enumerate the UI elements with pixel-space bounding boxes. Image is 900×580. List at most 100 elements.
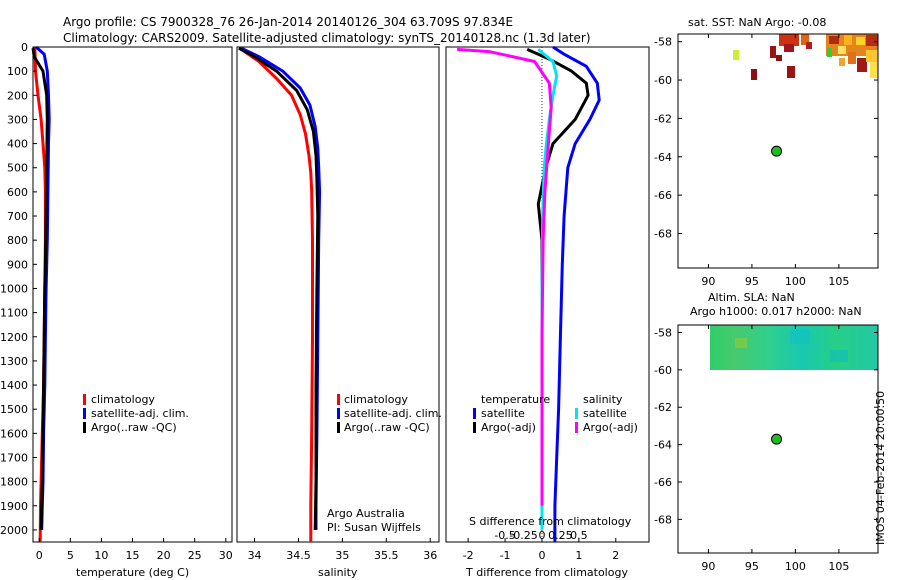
sst-cell [806, 42, 812, 49]
series-line [238, 46, 320, 530]
legend-label-climatology: climatology [91, 393, 155, 406]
sla-map-title-line2: Argo h1000: 0.017 h2000: NaN [690, 305, 862, 318]
x-tick-label: 105 [828, 560, 849, 573]
legend-swatch-argo [337, 422, 340, 433]
difference-axes-frame [445, 46, 650, 543]
sla-heatmap-patch [735, 338, 747, 348]
legend-swatch-t-satellite [473, 408, 476, 419]
sst-heatmap-cells [733, 34, 878, 80]
y-tick-label: -66 [654, 189, 672, 202]
y-tick-label: -64 [654, 439, 672, 452]
x-tick-label: 90 [701, 275, 715, 288]
series-line [456, 47, 553, 506]
sst-cell [829, 36, 839, 44]
figure-title-line2: Climatology: CARS2009. Satellite-adjuste… [63, 31, 591, 45]
x-tick-label-t: 2 [612, 549, 619, 562]
legend-swatch-climatology [83, 394, 86, 405]
x-tick-label: 36 [423, 549, 437, 562]
sst-cell [751, 69, 757, 80]
legend-swatch-argo [83, 422, 86, 433]
y-tick-label: 1800 [0, 476, 28, 489]
argo-position-marker [771, 145, 783, 157]
y-tick-label: -66 [654, 476, 672, 489]
y-tick-label: -68 [654, 513, 672, 526]
y-tick-label: 1900 [0, 500, 28, 513]
y-tick-label: -62 [654, 112, 672, 125]
sla-map-frame [677, 324, 879, 554]
legend-swatch-satellite [83, 408, 86, 419]
y-tick-label: 1600 [0, 427, 28, 440]
difference-panel: -2 -1 0 1 2 -0.5-0.25 0 0.250.5 S difference fr… [445, 45, 650, 579]
argo-position-marker [771, 433, 783, 445]
sst-cell [866, 35, 878, 46]
x-tick-label: 105 [828, 275, 849, 288]
sst-map-title: sat. SST: NaN Argo: -0.08 [688, 16, 826, 29]
y-tick-label: 1500 [0, 403, 28, 416]
x-tick-label: 100 [785, 275, 806, 288]
salinity-xlabel: salinity [318, 566, 358, 579]
legend-header-salinity: salinity [583, 393, 623, 406]
y-tick-label: 500 [7, 162, 28, 175]
legend-swatch-satellite [337, 408, 340, 419]
figure-title-line1: Argo profile: CS 7900328_76 26-Jan-2014 … [63, 15, 513, 29]
legend-swatch-s-satellite [575, 408, 578, 419]
salinity-legend: climatology satellite-adj. clim. Argo(..… [337, 393, 442, 434]
y-tick-label: 0 [21, 41, 28, 54]
x-tick-label-s: -0.25 [509, 529, 537, 542]
sst-cell [866, 50, 878, 62]
x-tick-label-t: 1 [575, 549, 582, 562]
sst-cell [838, 46, 846, 54]
x-tick-label: 100 [785, 560, 806, 573]
y-tick-label: 800 [7, 234, 28, 247]
y-tick-label: 2000 [0, 524, 28, 537]
sst-cell [770, 46, 776, 58]
y-tick-label: -58 [654, 326, 672, 339]
salinity-panel: 34 34.5 35 35.5 36 salinity climatology sate… [236, 46, 442, 579]
sst-cell [839, 58, 845, 66]
series-line [240, 46, 322, 530]
x-tick-label: 30 [219, 549, 233, 562]
y-tick-label: 600 [7, 186, 28, 199]
t-difference-label: T difference from climatology [465, 566, 628, 579]
sst-map-frame [677, 33, 879, 269]
x-tick-label: 25 [188, 549, 202, 562]
legend-label-t-satellite: satellite [481, 407, 525, 420]
x-tick-label-t: -2 [463, 549, 474, 562]
y-tick-label: -62 [654, 401, 672, 414]
x-tick-label: 5 [67, 549, 74, 562]
sla-heatmap-patch [790, 330, 810, 344]
y-tick-label: 1100 [0, 307, 28, 320]
y-tick-label: 1200 [0, 331, 28, 344]
y-tick-label: 200 [7, 89, 28, 102]
s-difference-label: S difference from climatology [469, 515, 632, 528]
y-tick-label: 1700 [0, 451, 28, 464]
sst-cell [776, 55, 782, 61]
y-tick-label: 1000 [0, 282, 28, 295]
difference-legend: temperature satellite Argo(-adj) salinit… [473, 393, 638, 434]
sst-cell [784, 44, 794, 52]
x-tick-label-s: 0 [538, 529, 545, 542]
temperature-panel: 0100200300400500600700800900100011001200… [0, 41, 233, 579]
y-tick-label: -64 [654, 151, 672, 164]
legend-swatch-t-argo [473, 422, 476, 433]
legend-label-satellite: satellite-adj. clim. [344, 407, 442, 420]
y-tick-label: 1300 [0, 355, 28, 368]
sla-map-title-line1: Altim. SLA: NaN [708, 291, 795, 304]
series-line [31, 47, 49, 530]
y-tick-label: 300 [7, 113, 28, 126]
sst-cell [856, 37, 865, 45]
y-tick-label: -58 [654, 36, 672, 49]
legend-header-temperature: temperature [481, 393, 550, 406]
x-tick-label: 15 [126, 549, 140, 562]
temperature-legend: climatology satellite-adj. clim. Argo(..… [83, 393, 189, 434]
sst-cell [870, 62, 878, 78]
x-tick-label: 95 [745, 560, 759, 573]
sst-cell [848, 52, 856, 64]
y-tick-label: 100 [7, 65, 28, 78]
x-tick-label: 34.5 [286, 549, 311, 562]
x-tick-label: 35 [335, 549, 349, 562]
sst-cell [733, 50, 739, 60]
legend-swatch-climatology [337, 394, 340, 405]
y-tick-label: 1400 [0, 379, 28, 392]
